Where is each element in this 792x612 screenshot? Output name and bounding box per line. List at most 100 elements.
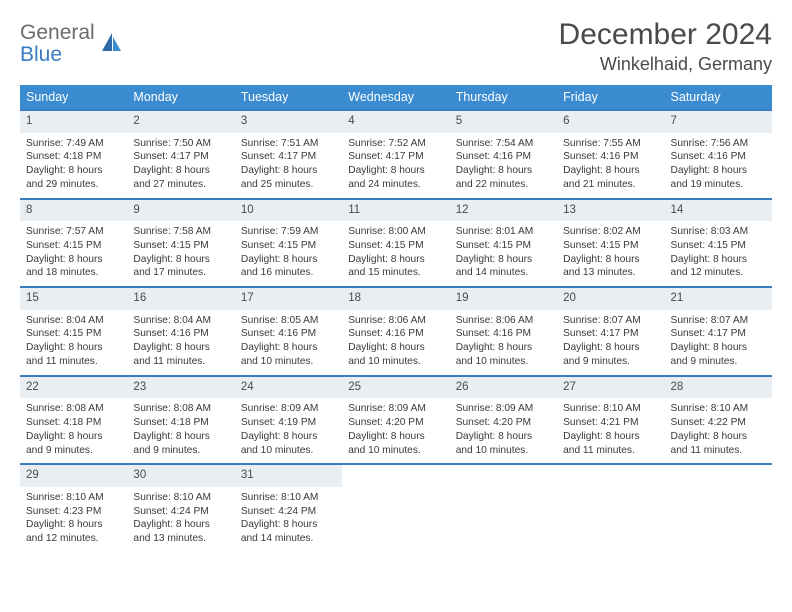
day-number: 18	[342, 288, 449, 310]
calendar-day-cell	[557, 464, 664, 552]
calendar-day-cell: 4Sunrise: 7:52 AMSunset: 4:17 PMDaylight…	[342, 110, 449, 199]
calendar-day-cell: 11Sunrise: 8:00 AMSunset: 4:15 PMDayligh…	[342, 199, 449, 288]
calendar-week-row: 8Sunrise: 7:57 AMSunset: 4:15 PMDaylight…	[20, 199, 772, 288]
calendar-day-cell: 7Sunrise: 7:56 AMSunset: 4:16 PMDaylight…	[665, 110, 772, 199]
day-number: 21	[665, 288, 772, 310]
sunset-line: Sunset: 4:15 PM	[133, 239, 228, 253]
sunrise-line: Sunrise: 7:56 AM	[671, 137, 766, 151]
calendar-day-cell: 27Sunrise: 8:10 AMSunset: 4:21 PMDayligh…	[557, 376, 664, 465]
day-details: Sunrise: 8:07 AMSunset: 4:17 PMDaylight:…	[665, 310, 772, 375]
sunset-line: Sunset: 4:15 PM	[563, 239, 658, 253]
sunrise-line: Sunrise: 8:01 AM	[456, 225, 551, 239]
daylight-line: Daylight: 8 hours and 25 minutes.	[241, 164, 336, 192]
calendar-day-cell: 23Sunrise: 8:08 AMSunset: 4:18 PMDayligh…	[127, 376, 234, 465]
sunset-line: Sunset: 4:17 PM	[671, 327, 766, 341]
sunrise-line: Sunrise: 8:10 AM	[563, 402, 658, 416]
calendar-day-cell: 31Sunrise: 8:10 AMSunset: 4:24 PMDayligh…	[235, 464, 342, 552]
logo-text-general: General	[20, 21, 95, 44]
day-number: 12	[450, 200, 557, 222]
sunset-line: Sunset: 4:17 PM	[348, 150, 443, 164]
sunrise-line: Sunrise: 7:57 AM	[26, 225, 121, 239]
sunrise-line: Sunrise: 7:50 AM	[133, 137, 228, 151]
sunrise-line: Sunrise: 8:09 AM	[241, 402, 336, 416]
location: Winkelhaid, Germany	[559, 54, 772, 75]
calendar-day-cell: 6Sunrise: 7:55 AMSunset: 4:16 PMDaylight…	[557, 110, 664, 199]
day-number: 26	[450, 377, 557, 399]
day-details: Sunrise: 8:03 AMSunset: 4:15 PMDaylight:…	[665, 221, 772, 286]
sunset-line: Sunset: 4:16 PM	[133, 327, 228, 341]
sunrise-line: Sunrise: 8:09 AM	[456, 402, 551, 416]
day-details: Sunrise: 7:59 AMSunset: 4:15 PMDaylight:…	[235, 221, 342, 286]
day-details: Sunrise: 8:00 AMSunset: 4:15 PMDaylight:…	[342, 221, 449, 286]
daylight-line: Daylight: 8 hours and 11 minutes.	[671, 430, 766, 458]
sunrise-line: Sunrise: 8:10 AM	[241, 491, 336, 505]
daylight-line: Daylight: 8 hours and 11 minutes.	[26, 341, 121, 369]
calendar-day-cell: 5Sunrise: 7:54 AMSunset: 4:16 PMDaylight…	[450, 110, 557, 199]
sunrise-line: Sunrise: 7:55 AM	[563, 137, 658, 151]
day-details: Sunrise: 7:57 AMSunset: 4:15 PMDaylight:…	[20, 221, 127, 286]
day-details: Sunrise: 8:10 AMSunset: 4:23 PMDaylight:…	[20, 487, 127, 552]
calendar-day-cell	[665, 464, 772, 552]
sunrise-line: Sunrise: 7:51 AM	[241, 137, 336, 151]
sunrise-line: Sunrise: 7:49 AM	[26, 137, 121, 151]
day-header: Thursday	[450, 85, 557, 110]
sunrise-line: Sunrise: 8:08 AM	[133, 402, 228, 416]
daylight-line: Daylight: 8 hours and 13 minutes.	[563, 253, 658, 281]
daylight-line: Daylight: 8 hours and 19 minutes.	[671, 164, 766, 192]
title-block: December 2024 Winkelhaid, Germany	[559, 18, 772, 75]
day-details: Sunrise: 8:09 AMSunset: 4:20 PMDaylight:…	[342, 398, 449, 463]
sunset-line: Sunset: 4:16 PM	[563, 150, 658, 164]
day-details: Sunrise: 8:09 AMSunset: 4:19 PMDaylight:…	[235, 398, 342, 463]
calendar-day-cell	[450, 464, 557, 552]
day-details: Sunrise: 7:51 AMSunset: 4:17 PMDaylight:…	[235, 133, 342, 198]
sunset-line: Sunset: 4:24 PM	[241, 505, 336, 519]
day-details: Sunrise: 8:10 AMSunset: 4:22 PMDaylight:…	[665, 398, 772, 463]
sunset-line: Sunset: 4:15 PM	[26, 239, 121, 253]
calendar-week-row: 15Sunrise: 8:04 AMSunset: 4:15 PMDayligh…	[20, 287, 772, 376]
calendar-day-cell: 9Sunrise: 7:58 AMSunset: 4:15 PMDaylight…	[127, 199, 234, 288]
day-header: Saturday	[665, 85, 772, 110]
day-details: Sunrise: 7:58 AMSunset: 4:15 PMDaylight:…	[127, 221, 234, 286]
sunset-line: Sunset: 4:19 PM	[241, 416, 336, 430]
daylight-line: Daylight: 8 hours and 9 minutes.	[26, 430, 121, 458]
day-number: 24	[235, 377, 342, 399]
sunset-line: Sunset: 4:15 PM	[241, 239, 336, 253]
calendar-week-row: 22Sunrise: 8:08 AMSunset: 4:18 PMDayligh…	[20, 376, 772, 465]
sunset-line: Sunset: 4:16 PM	[348, 327, 443, 341]
calendar-day-cell: 12Sunrise: 8:01 AMSunset: 4:15 PMDayligh…	[450, 199, 557, 288]
day-number: 22	[20, 377, 127, 399]
day-number: 11	[342, 200, 449, 222]
day-details: Sunrise: 7:50 AMSunset: 4:17 PMDaylight:…	[127, 133, 234, 198]
sunrise-line: Sunrise: 8:06 AM	[348, 314, 443, 328]
day-number: 29	[20, 465, 127, 487]
daylight-line: Daylight: 8 hours and 9 minutes.	[563, 341, 658, 369]
sail-icon	[99, 31, 123, 60]
calendar-day-cell: 28Sunrise: 8:10 AMSunset: 4:22 PMDayligh…	[665, 376, 772, 465]
day-details: Sunrise: 8:10 AMSunset: 4:24 PMDaylight:…	[127, 487, 234, 552]
day-number: 13	[557, 200, 664, 222]
sunset-line: Sunset: 4:16 PM	[241, 327, 336, 341]
calendar-day-cell	[342, 464, 449, 552]
calendar-day-cell: 8Sunrise: 7:57 AMSunset: 4:15 PMDaylight…	[20, 199, 127, 288]
daylight-line: Daylight: 8 hours and 10 minutes.	[348, 341, 443, 369]
day-number: 31	[235, 465, 342, 487]
calendar-day-cell: 16Sunrise: 8:04 AMSunset: 4:16 PMDayligh…	[127, 287, 234, 376]
calendar-day-cell: 17Sunrise: 8:05 AMSunset: 4:16 PMDayligh…	[235, 287, 342, 376]
calendar-day-cell: 14Sunrise: 8:03 AMSunset: 4:15 PMDayligh…	[665, 199, 772, 288]
daylight-line: Daylight: 8 hours and 14 minutes.	[241, 518, 336, 546]
day-details: Sunrise: 8:04 AMSunset: 4:15 PMDaylight:…	[20, 310, 127, 375]
day-details: Sunrise: 7:56 AMSunset: 4:16 PMDaylight:…	[665, 133, 772, 198]
day-number: 30	[127, 465, 234, 487]
day-details: Sunrise: 8:05 AMSunset: 4:16 PMDaylight:…	[235, 310, 342, 375]
day-number: 15	[20, 288, 127, 310]
day-number: 17	[235, 288, 342, 310]
day-details: Sunrise: 8:10 AMSunset: 4:24 PMDaylight:…	[235, 487, 342, 552]
calendar-week-row: 1Sunrise: 7:49 AMSunset: 4:18 PMDaylight…	[20, 110, 772, 199]
daylight-line: Daylight: 8 hours and 29 minutes.	[26, 164, 121, 192]
calendar-day-cell: 26Sunrise: 8:09 AMSunset: 4:20 PMDayligh…	[450, 376, 557, 465]
sunset-line: Sunset: 4:16 PM	[456, 327, 551, 341]
sunset-line: Sunset: 4:18 PM	[26, 150, 121, 164]
daylight-line: Daylight: 8 hours and 14 minutes.	[456, 253, 551, 281]
day-details: Sunrise: 7:55 AMSunset: 4:16 PMDaylight:…	[557, 133, 664, 198]
logo: General Blue	[20, 22, 123, 66]
